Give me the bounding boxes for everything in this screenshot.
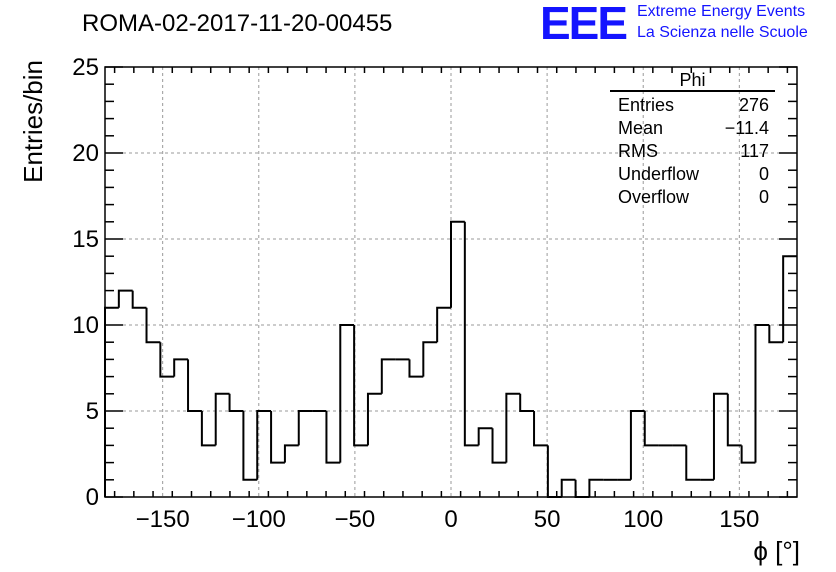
stats-label: RMS (618, 141, 658, 161)
stats-label: Underflow (618, 164, 700, 184)
histogram-bin (477, 427, 493, 446)
histogram-bin (643, 411, 659, 447)
histogram-series (104, 220, 797, 498)
histogram-bin (173, 358, 189, 377)
y-tick-label: 25 (72, 54, 99, 81)
x-tick-label: 150 (719, 506, 759, 533)
stats-label: Entries (618, 95, 675, 115)
histogram-bin (214, 392, 230, 446)
histogram-bin (740, 445, 756, 464)
histogram-bin (353, 325, 368, 447)
histogram-bin (408, 359, 424, 378)
histogram-bin (159, 342, 175, 378)
stats-value: 0 (758, 187, 769, 207)
histogram-bin (491, 428, 507, 464)
stats-label: Mean (618, 118, 664, 138)
x-tick-label: −100 (232, 506, 286, 533)
y-tick-label: 15 (72, 226, 99, 253)
histogram-bin (256, 410, 272, 480)
histogram-bin (629, 410, 645, 480)
histogram-bin (325, 411, 341, 464)
x-axis-label: ϕ [°] (753, 536, 800, 566)
y-tick-label: 5 (86, 398, 99, 425)
stats-value: −11.4 (724, 118, 769, 138)
histogram-bin (726, 393, 742, 447)
histogram-bin (782, 255, 797, 343)
histogram-bin (200, 411, 216, 447)
histogram-bin (712, 392, 728, 480)
x-tick-label: −150 (136, 506, 190, 533)
y-tick-label: 20 (72, 140, 99, 167)
histogram-bin (754, 324, 770, 463)
histogram-bin (380, 358, 396, 394)
histogram-bin (574, 479, 590, 498)
stats-value: 0 (758, 164, 769, 184)
y-tick-label: 0 (86, 484, 99, 511)
stats-value: 276 (738, 95, 769, 115)
histogram-bin (131, 290, 147, 309)
x-tick-label: −50 (335, 506, 376, 533)
histogram-bin (519, 393, 535, 412)
histogram-bin (366, 392, 382, 446)
eee-logo-icon: EEE (540, 0, 628, 49)
histogram-bin (768, 325, 784, 344)
x-tick-label: 50 (534, 506, 561, 533)
histogram-bin (117, 289, 133, 308)
histogram-bin (145, 307, 161, 344)
axis-ticks (105, 66, 797, 498)
stats-row: Entries 276 (610, 94, 775, 117)
histogram-bin (187, 359, 202, 412)
y-axis-label: Entries/bin (18, 60, 48, 183)
tick-labels: −150 −100 −50 0 50 100 150 0 5 10 15 20 25 (72, 54, 759, 533)
stats-value: 117 (740, 141, 769, 161)
histogram-bin (339, 324, 355, 463)
histogram-bin (450, 220, 465, 308)
x-tick-label: 100 (623, 506, 663, 533)
histogram-bin (560, 478, 576, 497)
histogram-bin (505, 392, 521, 463)
y-tick-label: 10 (72, 312, 99, 339)
grid (105, 67, 797, 497)
histogram-bin (685, 445, 701, 481)
histogram-bin (422, 341, 438, 377)
logo-line-1: Extreme Energy Events (637, 3, 806, 20)
histogram-bin (533, 411, 548, 447)
run-title: ROMA-02-2017-11-20-00455 (82, 10, 393, 37)
stats-row: Overflow 0 (610, 186, 775, 209)
histogram-bin (104, 306, 119, 497)
stats-row: Underflow 0 (610, 163, 775, 186)
x-tick-label: 0 (444, 506, 457, 533)
histogram-bin (242, 411, 258, 481)
plot-frame (104, 66, 798, 498)
stats-box: Phi Entries 276 Mean −11.4 RMS 117 Underflow 0 O… (610, 70, 775, 209)
histogram-bin (546, 445, 562, 498)
stats-label: Overflow (618, 187, 690, 207)
stats-row: RMS 117 (610, 140, 775, 163)
histogram-bin (588, 478, 604, 497)
histogram-bin (463, 221, 479, 447)
stats-row: Mean −11.4 (610, 117, 775, 140)
stats-title: Phi (610, 70, 775, 92)
histogram-bin (283, 444, 299, 463)
histogram-bin (297, 410, 313, 446)
histogram-bin (270, 411, 285, 464)
logo-line-2: La Scienza nelle Scuole (637, 24, 808, 41)
histogram-bin (228, 393, 244, 412)
histogram-bin (436, 306, 451, 343)
